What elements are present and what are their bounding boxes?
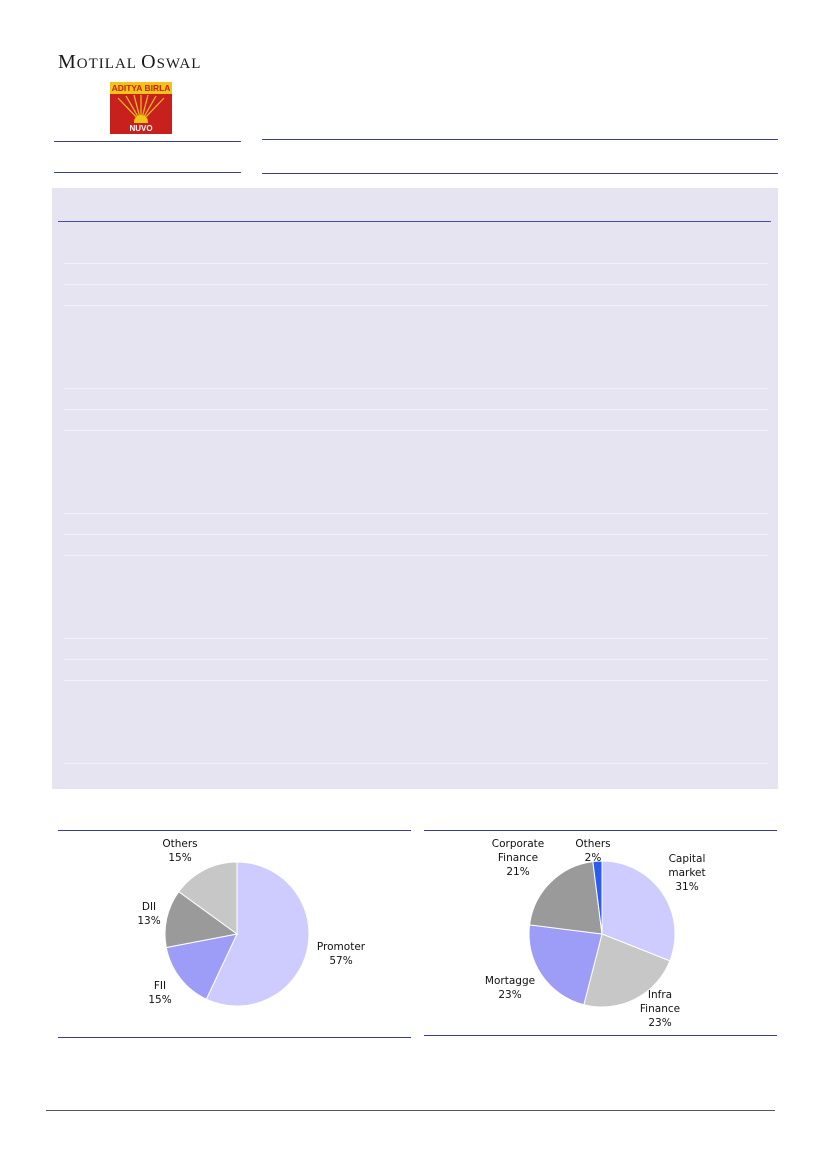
- pie1-label-promoter: Promoter 57%: [316, 941, 366, 967]
- header-rule: [262, 173, 778, 174]
- header-rule: [54, 172, 241, 173]
- panel-row-divider: [64, 763, 768, 764]
- panel-row-divider: [64, 534, 768, 535]
- panel-row-divider: [64, 555, 768, 556]
- chart-rule: [424, 1035, 777, 1036]
- chart-rule: [58, 1037, 411, 1038]
- chart-rule: [424, 830, 777, 831]
- panel-row-divider: [64, 638, 768, 639]
- pie2-label-mortagge: Mortagge 23%: [484, 975, 536, 1001]
- header-rule: [262, 139, 778, 140]
- panel-row-divider: [64, 513, 768, 514]
- pie2-label-corporate-finance: Corporate Finance 21%: [491, 838, 545, 878]
- slice-others: [178, 861, 238, 935]
- slice-others: [592, 860, 603, 935]
- panel-rule: [58, 221, 771, 222]
- brand-name: MOTILAL OSWAL: [58, 51, 202, 73]
- panel-row-divider: [64, 659, 768, 660]
- panel-row-divider: [64, 430, 768, 431]
- content-panel: [52, 188, 778, 789]
- panel-row-divider: [64, 409, 768, 410]
- footer-rule: [46, 1110, 775, 1111]
- panel-row-divider: [64, 680, 768, 681]
- panel-row-divider: [64, 263, 768, 264]
- logo-bottom-text: NUVO: [110, 123, 172, 134]
- pie1-label-dii: DII 13%: [137, 901, 161, 927]
- panel-row-divider: [64, 284, 768, 285]
- panel-row-divider: [64, 305, 768, 306]
- slice-dii: [164, 890, 239, 949]
- chart-rule: [58, 830, 411, 831]
- company-logo: ADITYA BIRLA NUVO: [110, 82, 172, 134]
- pie1-label-fii: FII 15%: [148, 980, 172, 1006]
- header-rule: [54, 141, 241, 142]
- pie2-label-others: Others 2%: [575, 838, 611, 864]
- pie2-label-capital-market: Capital market 31%: [668, 853, 706, 893]
- slice-promoter: [205, 861, 310, 1007]
- panel-row-divider: [64, 388, 768, 389]
- logo-top-text: ADITYA BIRLA: [110, 82, 172, 94]
- pie1-label-others: Others 15%: [162, 838, 198, 864]
- pie2-label-infra-finance: Infra Finance 23%: [639, 989, 681, 1029]
